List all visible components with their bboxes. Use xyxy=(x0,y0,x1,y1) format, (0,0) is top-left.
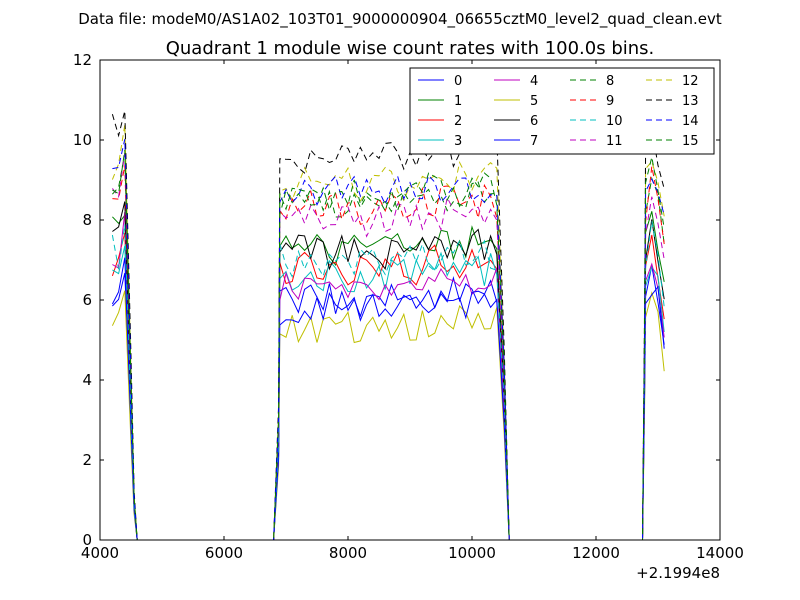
series-line-14 xyxy=(112,138,665,541)
x-tick-label: 10000 xyxy=(448,544,496,562)
series-line-8 xyxy=(112,153,665,541)
legend-label-11: 11 xyxy=(606,134,623,149)
legend-label-4: 4 xyxy=(530,74,538,89)
series-line-9 xyxy=(112,165,665,541)
y-tick-label: 10 xyxy=(73,131,92,149)
x-tick-label: 6000 xyxy=(205,544,243,562)
legend-label-6: 6 xyxy=(530,114,538,129)
legend-label-15: 15 xyxy=(682,134,699,149)
legend-label-10: 10 xyxy=(606,114,623,129)
y-tick-label: 0 xyxy=(82,531,92,549)
series-line-13 xyxy=(111,110,665,541)
chart-title: Quadrant 1 module wise count rates with … xyxy=(166,38,655,59)
series-line-12 xyxy=(111,124,665,541)
legend-label-12: 12 xyxy=(682,74,699,89)
x-tick-label: 8000 xyxy=(329,544,367,562)
suptitle: Data file: modeM0/AS1A02_103T01_90000009… xyxy=(78,10,722,29)
series-line-1 xyxy=(112,211,665,541)
legend-label-3: 3 xyxy=(454,134,462,149)
legend-label-14: 14 xyxy=(682,114,699,129)
y-tick-label: 6 xyxy=(82,291,92,309)
legend-box xyxy=(409,67,715,155)
x-tick-label: 14000 xyxy=(696,544,744,562)
y-tick-label: 4 xyxy=(82,371,92,389)
series-line-10 xyxy=(111,221,665,541)
series-layer xyxy=(111,110,665,541)
y-tick-label: 8 xyxy=(82,211,92,229)
series-line-5 xyxy=(111,290,665,541)
series-line-0 xyxy=(112,265,665,541)
legend-label-7: 7 xyxy=(530,134,538,149)
x-offset-label: +2.1994e8 xyxy=(636,564,720,582)
legend-label-2: 2 xyxy=(454,114,462,129)
legend-label-0: 0 xyxy=(454,74,462,89)
series-line-15 xyxy=(112,149,665,541)
series-line-3 xyxy=(112,245,665,541)
series-line-7 xyxy=(111,257,665,541)
x-tick-label: 12000 xyxy=(572,544,620,562)
legend-label-5: 5 xyxy=(530,94,538,109)
series-line-2 xyxy=(111,232,665,541)
series-line-11 xyxy=(111,152,665,541)
series-line-4 xyxy=(112,212,665,541)
legend-label-8: 8 xyxy=(606,74,614,89)
x-tick-label: 4000 xyxy=(81,544,119,562)
legend-label-1: 1 xyxy=(454,94,462,109)
series-line-6 xyxy=(112,201,665,541)
legend-label-9: 9 xyxy=(606,94,614,109)
y-tick-label: 2 xyxy=(82,451,92,469)
legend-label-13: 13 xyxy=(682,94,699,109)
y-tick-label: 12 xyxy=(73,51,92,69)
